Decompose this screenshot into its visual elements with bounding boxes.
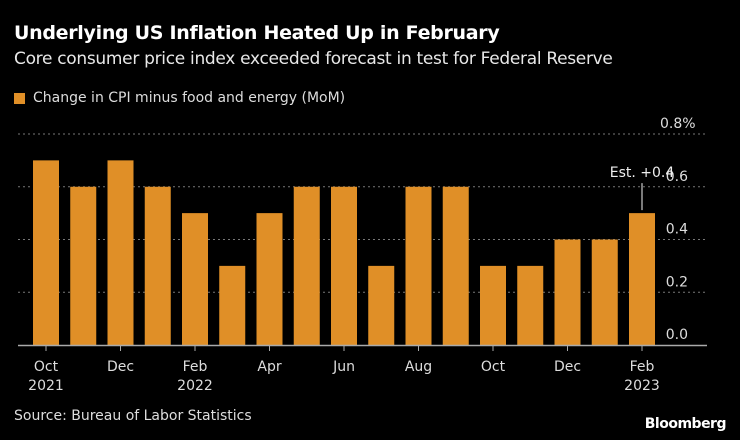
legend-swatch: [14, 92, 25, 104]
x-tick-label: Aug: [405, 359, 432, 375]
y-tick-label: 0.8%: [660, 116, 696, 132]
bar-feb-2023: [629, 213, 655, 345]
x-tick-label: Oct: [34, 359, 59, 375]
bar-aug-2022: [405, 186, 432, 345]
y-tick-label: 0.2: [666, 274, 688, 290]
x-tick-label: Jun: [332, 359, 355, 375]
bar-jan-2023: [591, 239, 618, 345]
x-tick-label: Dec: [107, 359, 134, 375]
bar-mar-2022: [219, 265, 246, 345]
x-tick-label-year: 2022: [177, 378, 213, 394]
bar-nov-2022: [517, 265, 544, 345]
bloomberg-logo: Bloomberg: [644, 416, 727, 432]
legend: Change in CPI minus food and energy (MoM…: [14, 90, 345, 106]
x-tick-label: Dec: [554, 359, 581, 375]
bar-dec-2022: [554, 239, 581, 345]
bar-may-2022: [293, 186, 320, 345]
x-tick-label: Oct: [481, 359, 506, 375]
bar-jun-2022: [331, 186, 357, 345]
bar-sep-2022: [442, 186, 469, 345]
bar-feb-2022: [182, 213, 208, 345]
bar-oct-2021: [33, 160, 59, 345]
bar-nov-2021: [70, 186, 97, 345]
chart-title: Underlying US Inflation Heated Up in Feb…: [14, 22, 500, 44]
bar-apr-2022: [256, 213, 283, 345]
bar-jan-2022: [144, 186, 171, 345]
chart-subtitle: Core consumer price index exceeded forec…: [14, 49, 613, 69]
x-tick-label: Feb: [183, 359, 208, 375]
annotation-label: Est. +0.4: [610, 165, 675, 181]
x-tick-label-year: 2021: [28, 378, 64, 394]
x-tick-label: Apr: [257, 359, 281, 375]
y-tick-label: 0.6: [666, 169, 688, 185]
y-tick-label: 0.0: [666, 327, 688, 343]
bar-jul-2022: [368, 265, 395, 345]
legend-label: Change in CPI minus food and energy (MoM…: [33, 90, 346, 106]
x-tick-label-year: 2023: [624, 378, 660, 394]
bar-oct-2022: [480, 265, 506, 345]
source-note: Source: Bureau of Labor Statistics: [14, 408, 252, 424]
bar-dec-2021: [107, 160, 134, 345]
x-tick-label: Feb: [630, 359, 655, 375]
y-tick-label: 0.4: [666, 222, 688, 238]
